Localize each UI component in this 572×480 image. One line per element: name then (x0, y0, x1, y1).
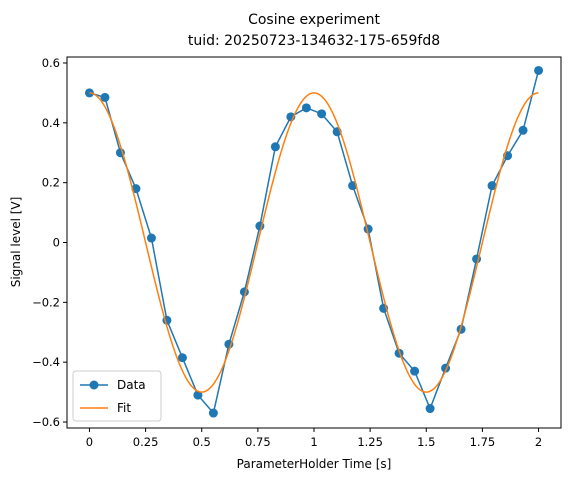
data-point (518, 125, 528, 135)
data-series-line (89, 70, 540, 415)
plot-frame (66, 56, 562, 429)
data-point (208, 408, 218, 418)
y-tick-label: −0.2 (32, 295, 60, 309)
x-tick-label: 0.5 (193, 435, 211, 449)
x-tick-label: 2 (535, 435, 542, 449)
data-point (534, 65, 544, 75)
data-point (456, 324, 466, 334)
y-tick-label: −0.6 (32, 415, 60, 429)
y-tick-label: 0.6 (42, 56, 60, 70)
data-point (425, 404, 435, 414)
chart-title: Cosine experiment (248, 12, 380, 28)
data-point (177, 353, 187, 363)
x-tick-label: 0 (86, 435, 93, 449)
data-point (100, 92, 110, 102)
x-tick-label: 1.25 (357, 435, 383, 449)
y-axis-ticks: −0.6 −0.4 −0.2 0 0.2 0.4 0.6 (32, 56, 67, 429)
chart-subtitle: tuid: 20250723-134632-175-659fd8 (188, 33, 440, 49)
x-tick-label: 0.75 (245, 435, 271, 449)
legend-label-fit: Fit (117, 401, 131, 415)
fit-series-line (89, 92, 539, 393)
data-point (270, 142, 280, 152)
legend: Data Fit (72, 370, 162, 422)
x-tick-label: 1 (310, 435, 317, 449)
x-axis-label: ParameterHolder Time [s] (237, 457, 392, 471)
data-point (301, 103, 311, 113)
data-point (193, 390, 203, 400)
x-tick-label: 1.5 (417, 435, 435, 449)
data-point (410, 366, 420, 376)
legend-label-data: Data (117, 378, 146, 392)
x-tick-label: 0.25 (133, 435, 159, 449)
y-tick-label: −0.4 (32, 355, 60, 369)
y-tick-label: 0.4 (42, 116, 60, 130)
legend-data-marker (89, 380, 99, 390)
data-point (146, 233, 156, 243)
x-axis-ticks: 0 0.25 0.5 0.75 1 1.25 1.5 1.75 2 (86, 428, 542, 449)
y-tick-label: 0 (53, 236, 60, 250)
data-point (487, 181, 497, 191)
y-tick-label: 0.2 (42, 176, 60, 190)
x-tick-label: 1.75 (470, 435, 496, 449)
y-axis-label: Signal level [V] (9, 197, 23, 288)
data-point (317, 109, 327, 119)
